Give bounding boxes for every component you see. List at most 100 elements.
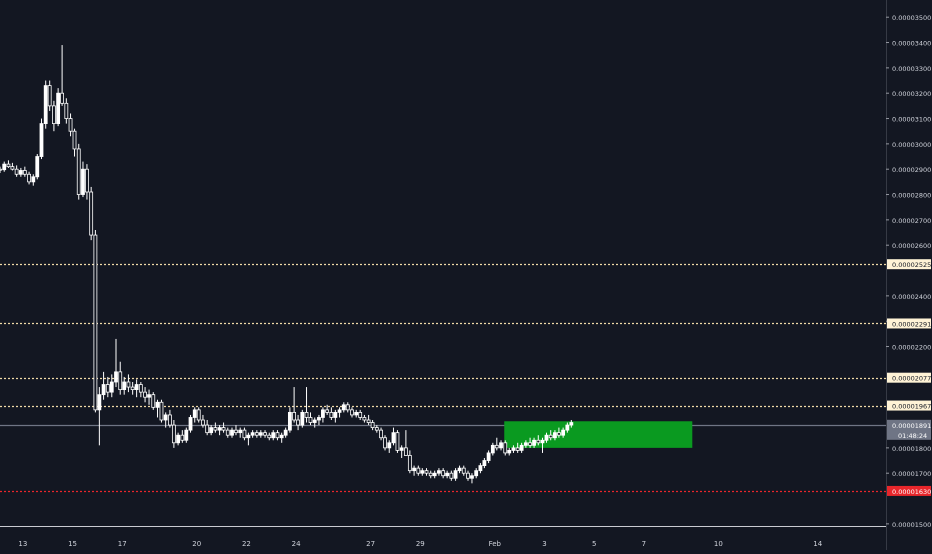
candle-body [494, 444, 499, 449]
candle-body [147, 394, 151, 398]
candle-body [407, 455, 412, 472]
candle-body [370, 422, 375, 428]
y-tick-label: 0.00003000 [892, 141, 931, 149]
y-tick-label: 0.00002900 [892, 166, 931, 174]
candle-body [296, 419, 300, 426]
candle-body [246, 434, 251, 439]
candle-body [217, 427, 222, 431]
x-tick-label: 27 [366, 540, 375, 548]
candle-body [114, 371, 118, 383]
candle-body [18, 170, 23, 175]
candle-body [515, 447, 520, 451]
candle-body [242, 429, 247, 439]
candles [0, 45, 574, 484]
candle-body [300, 411, 305, 426]
candle-body [238, 429, 243, 434]
x-tick-label: 17 [118, 540, 127, 548]
candle-body [234, 429, 238, 434]
candle-body [138, 384, 143, 393]
x-tick-label: 5 [592, 540, 596, 548]
price-tag-label: 0.00002291 [892, 320, 931, 328]
candle-body [171, 424, 176, 444]
candle-body [383, 437, 387, 449]
candle-body [47, 85, 52, 107]
candle-body [321, 409, 325, 418]
candle-body [163, 414, 168, 421]
y-tick-label: 0.00003300 [892, 65, 931, 73]
candle-body [457, 467, 462, 472]
price-tag-label: 0.00001967 [892, 403, 931, 411]
candle-body [424, 470, 429, 474]
candle-body [287, 411, 292, 431]
candle-body [184, 429, 189, 441]
candle-body [250, 432, 255, 436]
price-tag-label: 0.00001891 [892, 422, 931, 430]
candle-body [201, 419, 205, 426]
candle-body [151, 394, 156, 408]
candle-body [230, 429, 234, 436]
candle-body [188, 417, 193, 431]
y-tick-label: 0.00001800 [892, 445, 931, 453]
candle-body [205, 424, 210, 434]
candle-body [39, 123, 44, 157]
candle-body [196, 409, 201, 421]
candle-body [557, 432, 561, 436]
candle-body [503, 442, 508, 454]
candle-body [93, 234, 98, 411]
candle-body [109, 381, 114, 393]
candle-body [358, 411, 363, 418]
candle-body [341, 404, 346, 411]
candle-body [0, 168, 2, 171]
candle-body [76, 148, 81, 195]
y-tick-label: 0.00002400 [892, 293, 931, 301]
y-tick-label: 0.00002200 [892, 344, 931, 352]
candle-body [350, 409, 354, 416]
horizontal-levels [0, 263, 886, 527]
candle-body [180, 434, 185, 441]
candle-body [391, 432, 396, 444]
candle-body [470, 475, 474, 479]
candle-body [14, 168, 19, 175]
candle-body [395, 432, 400, 451]
candle-body [478, 465, 483, 472]
candle-body [81, 168, 85, 195]
candle-body [68, 118, 73, 132]
y-tick-label: 0.00001500 [892, 521, 931, 529]
candle-body [366, 419, 371, 423]
candle-body [263, 432, 267, 436]
candle-body [333, 411, 338, 418]
candle-body [532, 439, 536, 446]
price-tag [887, 318, 931, 329]
candle-body [213, 427, 218, 431]
candle-body [35, 156, 40, 178]
candle-body [304, 411, 309, 418]
candle-body [540, 439, 545, 444]
time-axis: 13 15 17 20 22 24 27 29 Feb 3 5 7 10 14 [18, 540, 822, 548]
price-tag [887, 419, 931, 440]
x-tick-label: 29 [416, 540, 425, 548]
candle-body [2, 163, 7, 171]
candle-body [453, 470, 458, 479]
candle-body [159, 401, 164, 421]
x-tick-label: 14 [813, 540, 822, 548]
candle-body [308, 417, 313, 423]
candle-body [101, 384, 106, 396]
candle-body [258, 432, 263, 436]
x-tick-label: 7 [642, 540, 646, 548]
candle-body [275, 432, 280, 439]
candle-body [466, 472, 470, 479]
y-tick-label: 0.00003100 [892, 116, 931, 124]
price-tag-label: 0.00002525 [892, 261, 931, 269]
candle-body [428, 472, 433, 477]
candle-body [254, 432, 259, 436]
candle-body [528, 442, 532, 446]
candle-body [283, 429, 288, 436]
candle-body [403, 447, 408, 456]
price-tag [887, 372, 931, 383]
price-tag [887, 400, 931, 411]
candle-body [85, 168, 89, 193]
countdown-label: 01:48:24 [898, 432, 927, 440]
candle-body [43, 85, 48, 124]
candle-body [64, 102, 69, 119]
